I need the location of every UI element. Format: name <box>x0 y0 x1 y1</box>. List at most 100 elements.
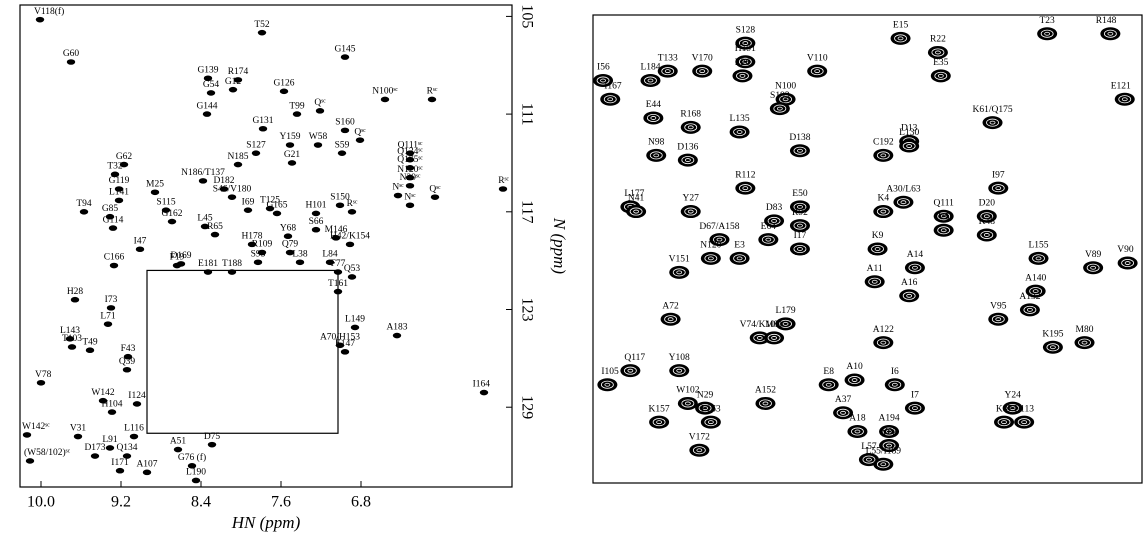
peak-contour <box>626 205 647 219</box>
y-tick-label: 111 <box>518 103 535 126</box>
peak <box>692 64 713 78</box>
peak-contour <box>833 406 854 420</box>
peak-label: E35 <box>933 58 949 68</box>
peak-label: E147 <box>335 339 355 349</box>
x-tick-label: 7.6 <box>271 494 291 511</box>
peak-label: S66 <box>309 217 324 227</box>
peak-contour <box>1040 29 1054 38</box>
peak-contour <box>899 289 920 303</box>
peak-contour <box>210 231 220 238</box>
peak-contour <box>797 223 803 228</box>
peak-label: S193 <box>770 91 790 101</box>
peak-contour <box>937 226 951 235</box>
peak-contour <box>272 210 282 217</box>
peak-contour <box>1029 287 1043 296</box>
peak-contour <box>150 189 160 196</box>
peak-label: V95 <box>990 301 1007 311</box>
peak-label: V89 <box>1085 250 1102 260</box>
peak-label: K61/Q175 <box>972 105 1012 115</box>
peak <box>1042 340 1063 354</box>
peak-contour <box>115 467 125 474</box>
peak <box>789 242 810 256</box>
peak-label: V170 <box>692 53 713 63</box>
peak-contour <box>687 209 694 214</box>
peak <box>292 111 302 117</box>
peak-contour <box>871 244 884 253</box>
peak-contour <box>627 368 634 373</box>
x-tick-label: 10.0 <box>27 494 55 511</box>
peak-contour <box>65 336 75 342</box>
peak-contour <box>661 67 675 76</box>
peak-contour <box>1117 256 1138 270</box>
peak-label: D182 <box>213 176 234 186</box>
peak-label: L184 <box>640 63 660 73</box>
peak <box>123 353 133 360</box>
peak-contour <box>934 71 948 80</box>
peak <box>1100 27 1121 41</box>
peak-contour <box>1044 31 1051 36</box>
peak-label: K87 <box>996 404 1013 414</box>
peak <box>79 209 89 215</box>
peak-contour <box>687 125 694 130</box>
peak-label: E3 <box>734 241 745 251</box>
peak-label: L71 <box>100 311 116 321</box>
peak-label: Y24 <box>1004 390 1021 400</box>
peak-label: N98 <box>648 138 665 148</box>
peak-label: D75 <box>204 432 221 442</box>
peak <box>191 477 201 484</box>
peak-contour <box>676 368 683 373</box>
peak-contour <box>933 209 954 223</box>
peak-label: I105 <box>601 367 619 377</box>
peak-label: Q134ˢᶜ <box>397 147 423 157</box>
peak-contour <box>940 228 947 233</box>
peak-label: Y108 <box>669 353 690 363</box>
peak-contour <box>891 382 898 387</box>
peak-label: R109 <box>252 240 273 250</box>
peak-contour <box>797 247 803 251</box>
peak <box>85 347 95 354</box>
peak-label: G60 <box>63 49 80 59</box>
peak-contour <box>736 130 743 134</box>
peak <box>207 441 217 448</box>
peak-contour <box>350 324 360 331</box>
peak <box>67 344 77 350</box>
peak-contour <box>664 69 671 74</box>
peak-contour <box>937 73 944 78</box>
peak-contour <box>735 36 756 50</box>
peak-contour <box>836 408 850 417</box>
peak-label: F163 <box>701 404 721 414</box>
peak-contour <box>1121 97 1128 102</box>
peak <box>405 150 415 156</box>
peak <box>976 228 997 242</box>
peak-contour <box>653 153 660 158</box>
peak-contour <box>228 86 238 93</box>
peak-label: G114 <box>103 215 124 225</box>
peak-contour <box>680 205 701 219</box>
peak <box>818 378 839 392</box>
peak-contour <box>897 198 910 207</box>
peak-contour <box>79 209 89 215</box>
peak <box>167 218 177 225</box>
peak-contour <box>742 41 749 45</box>
peak <box>265 205 275 212</box>
peak-contour <box>886 443 892 448</box>
peak-contour <box>995 317 1002 322</box>
peak-contour <box>107 409 117 415</box>
peak <box>228 86 238 93</box>
peak-label: E26 <box>735 58 751 68</box>
peak-label: G21 <box>284 150 301 160</box>
peak <box>206 90 216 96</box>
peak <box>660 312 681 326</box>
peak <box>405 202 415 209</box>
peak-label: I164 <box>473 380 491 390</box>
peak-label: V31 <box>70 424 87 434</box>
peak-contour <box>789 144 810 158</box>
peak-label: Y68 <box>280 223 297 233</box>
y-tick-label: 129 <box>518 395 535 419</box>
peak <box>890 31 911 45</box>
peak-contour <box>337 150 347 156</box>
peak-label: R174 <box>228 67 249 77</box>
peak-label: Rˢᶜ <box>347 199 358 209</box>
peak-contour <box>902 291 916 300</box>
peak-contour <box>700 415 721 429</box>
